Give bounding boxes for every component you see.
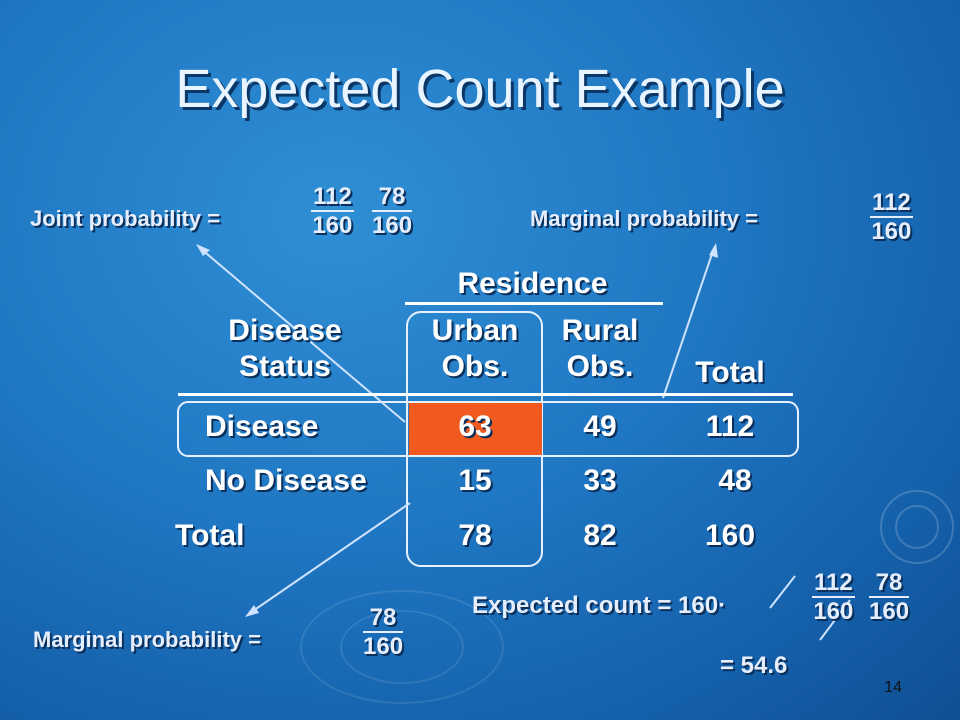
cell-disease-rural: 49	[583, 410, 617, 443]
fraction-denominator: 160	[869, 598, 910, 625]
marginal-bottom-fraction: 78 160	[363, 605, 404, 661]
header-line-1: Urban	[431, 314, 519, 347]
marginal-probability-bottom-label: Marginal probability =	[33, 627, 261, 652]
cell-total-total: 160	[704, 519, 756, 552]
ripple-decoration	[880, 490, 954, 564]
ripple-decoration	[300, 590, 504, 704]
expected-count-label: Expected count = 160·	[472, 592, 727, 619]
joint-fraction-1: 112 160	[311, 184, 354, 240]
arrow-head-icon	[709, 243, 718, 258]
expected-fraction-2: 78 160	[869, 570, 910, 626]
slide-number: 14	[884, 679, 902, 696]
disease-row-outline	[177, 401, 799, 457]
joint-probability-label: Joint probability =	[30, 206, 221, 231]
fraction-denominator: 160	[372, 212, 413, 239]
cell-nodisease-urban: 15	[458, 464, 492, 497]
rural-obs-header: Rural Obs.	[535, 313, 665, 385]
residence-header: Residence	[457, 267, 608, 300]
expected-fraction-1: 112 160	[812, 570, 855, 626]
urban-obs-header: Urban Obs.	[410, 313, 540, 385]
arrow-head-icon	[245, 605, 259, 617]
joint-fraction-2: 78 160	[372, 184, 413, 240]
arrow-head-icon	[196, 244, 210, 256]
cell-nodisease-total: 48	[718, 464, 752, 497]
fraction-numerator: 112	[812, 569, 855, 598]
header-line-1: Disease	[228, 314, 342, 347]
header-line-2: Status	[239, 350, 331, 383]
cell-total-urban: 78	[458, 519, 492, 552]
header-line-2: Obs.	[441, 350, 509, 383]
total-header: Total	[695, 356, 765, 389]
fraction-numerator: 112	[311, 183, 354, 212]
fraction-numerator: 78	[372, 184, 413, 212]
disease-status-header: Disease Status	[195, 313, 375, 385]
fraction-denominator: 160	[363, 633, 404, 660]
cancel-slash	[819, 599, 851, 641]
row-label-total: Total	[175, 519, 245, 552]
header-line-1: Rural	[561, 314, 639, 347]
arrow-to-marginal-bottom	[249, 502, 411, 614]
cell-disease-total: 112	[705, 410, 755, 443]
marginal-top-fraction: 112 160	[870, 190, 913, 246]
slide-title: Expected Count Example	[175, 59, 785, 119]
highlighted-cell	[409, 403, 542, 455]
row-label-disease: Disease	[205, 410, 319, 443]
ripple-decoration	[895, 505, 939, 549]
residence-underline	[405, 302, 663, 305]
fraction-denominator: 160	[312, 212, 353, 239]
header-line-2: Obs.	[566, 350, 634, 383]
cell-total-rural: 82	[583, 519, 617, 552]
row-label-no-disease: No Disease	[205, 464, 367, 497]
fraction-numerator: 78	[363, 605, 404, 633]
expected-count-result: = 54.6	[720, 652, 788, 679]
ripple-decoration	[340, 610, 464, 684]
cell-nodisease-rural: 33	[583, 464, 617, 497]
cancel-slash	[769, 575, 796, 609]
header-rule	[178, 393, 793, 396]
fraction-denominator: 160	[813, 598, 854, 625]
marginal-probability-top-label: Marginal probability =	[530, 206, 758, 231]
fraction-numerator: 112	[870, 189, 913, 218]
arrow-to-marginal-top	[662, 247, 715, 399]
cell-disease-urban: 63	[458, 410, 492, 443]
fraction-denominator: 160	[871, 218, 912, 245]
fraction-numerator: 78	[869, 570, 910, 598]
